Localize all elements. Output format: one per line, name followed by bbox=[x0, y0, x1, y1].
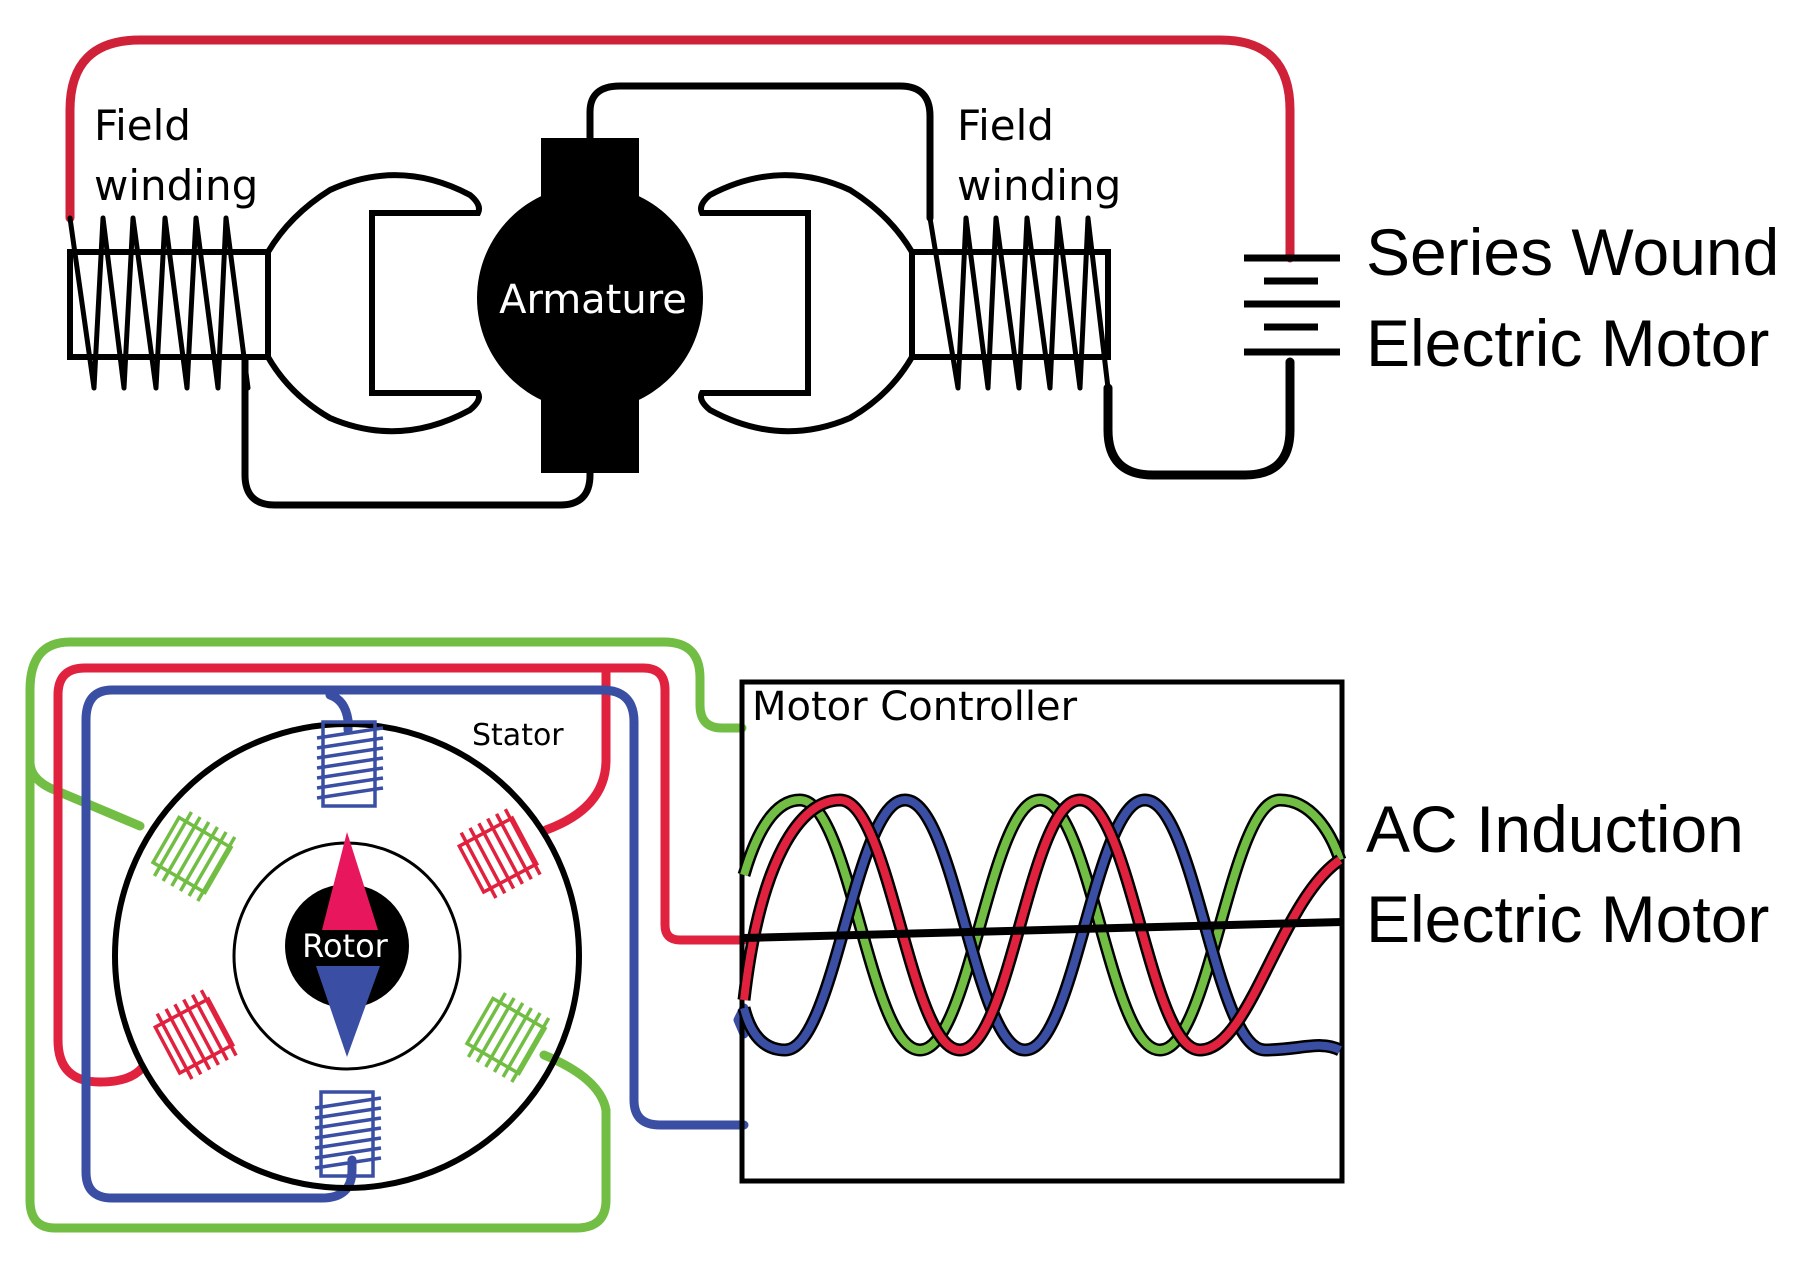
series-wound-motor: Armature Field winding Field winding Ser… bbox=[65, 35, 1779, 509]
armature-bottom-wire bbox=[241, 354, 594, 509]
red-phase-wave bbox=[740, 795, 1343, 1055]
stator-coil-green-right bbox=[464, 992, 551, 1083]
stator bbox=[112, 721, 582, 1191]
left-field-label-line1: Field bbox=[94, 101, 191, 150]
stator-coil-red-right bbox=[456, 808, 542, 899]
stator-coil-blue-top bbox=[316, 720, 384, 808]
green-phase-wire bbox=[25, 637, 747, 1233]
series-positive-wire bbox=[65, 35, 1295, 263]
phase-waves bbox=[737, 793, 1347, 1057]
stator-coil-red-left bbox=[152, 989, 238, 1080]
armature-top-wire bbox=[586, 82, 934, 222]
series-title-line2: Electric Motor bbox=[1366, 306, 1769, 380]
red-phase-wire bbox=[53, 663, 749, 1087]
series-negative-wire bbox=[1103, 357, 1295, 480]
zero-axis-line bbox=[743, 918, 1343, 942]
left-pole-piece bbox=[265, 172, 482, 435]
motor-controller-label: Motor Controller bbox=[752, 684, 1078, 730]
rotor: Rotor bbox=[285, 832, 409, 1057]
rotor-south-arrow bbox=[316, 966, 380, 1057]
stator-label: Stator bbox=[472, 718, 564, 753]
green-phase-wave bbox=[740, 795, 1344, 1055]
right-field-label-line2: winding bbox=[957, 161, 1121, 210]
stator-coil-green-left bbox=[150, 811, 237, 902]
series-title-line1: Series Wound bbox=[1366, 215, 1779, 289]
armature-label: Armature bbox=[499, 277, 687, 323]
right-field-label-line1: Field bbox=[957, 101, 1054, 150]
ac-induction-motor: Rotor Stator Motor Controller AC Inducti… bbox=[25, 637, 1769, 1233]
rotor-label: Rotor bbox=[302, 927, 389, 965]
left-field-label-line2: winding bbox=[94, 161, 258, 210]
motor-controller: Motor Controller bbox=[737, 679, 1347, 1184]
rotor-north-arrow bbox=[322, 832, 378, 930]
right-pole-piece bbox=[698, 172, 915, 435]
stator-coil-blue-bottom bbox=[314, 1090, 382, 1178]
armature: Armature bbox=[477, 138, 703, 473]
right-field-winding bbox=[909, 215, 1111, 391]
blue-phase-wave bbox=[740, 795, 1342, 1055]
battery-icon bbox=[1244, 254, 1340, 356]
induction-title-line1: AC Induction bbox=[1366, 792, 1744, 866]
induction-title-line2: Electric Motor bbox=[1366, 882, 1769, 956]
left-field-winding bbox=[67, 215, 271, 391]
